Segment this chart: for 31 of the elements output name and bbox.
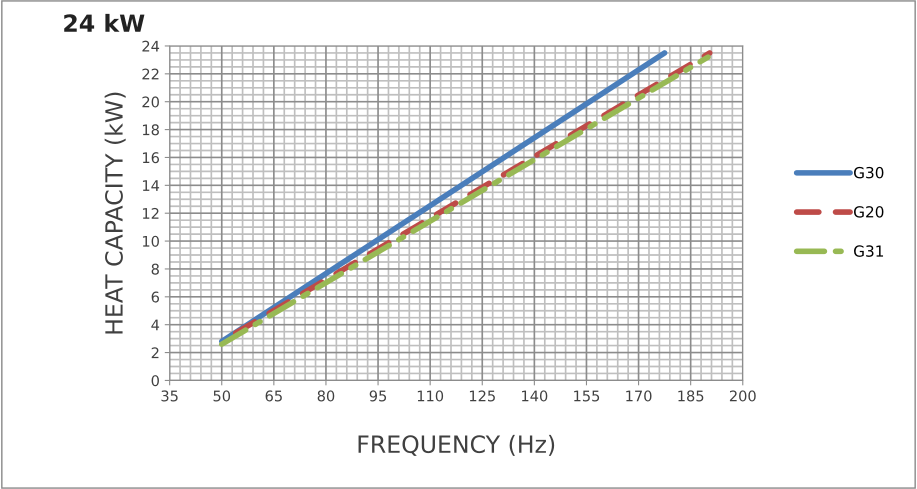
x-tick-label: 110 — [418, 390, 444, 402]
y-tick-label: 18 — [142, 124, 159, 136]
y-tick-label: 20 — [142, 96, 159, 108]
y-tick-label: 8 — [152, 264, 159, 275]
x-tick-label: 140 — [522, 390, 548, 402]
x-tick-label: 185 — [678, 390, 704, 402]
x-tick-label: 170 — [626, 390, 652, 402]
legend-label: G30 — [854, 166, 884, 178]
chart-title: 24 kW — [64, 14, 144, 32]
y-tick-label: 4 — [151, 320, 160, 330]
y-tick-label: 22 — [142, 68, 158, 80]
y-tick-label: 12 — [142, 208, 158, 219]
x-tick-label: 35 — [161, 390, 178, 402]
x-tick-label: 200 — [730, 390, 756, 402]
y-tick-label: 16 — [142, 152, 160, 164]
x-tick-label: 80 — [318, 390, 334, 402]
x-axis-title: FREQUENCY (Hz) — [358, 434, 554, 456]
legend-label: G20 — [854, 206, 884, 218]
y-tick-label: 14 — [142, 180, 160, 191]
y-axis-title: HEAT CAPACITY (kW) — [104, 92, 126, 334]
y-tick-label: 6 — [152, 292, 160, 303]
y-tick-label: 0 — [152, 375, 159, 386]
y-tick-label: 24 — [142, 40, 160, 52]
y-tick-label: 10 — [142, 236, 159, 247]
x-tick-label: 50 — [214, 390, 230, 402]
x-tick-label: 125 — [470, 390, 495, 402]
legend-label: G31 — [854, 245, 884, 257]
y-tick-label: 2 — [152, 347, 158, 358]
x-tick-label: 95 — [370, 390, 386, 402]
x-tick-label: 155 — [574, 390, 600, 402]
x-tick-label: 65 — [266, 390, 282, 402]
